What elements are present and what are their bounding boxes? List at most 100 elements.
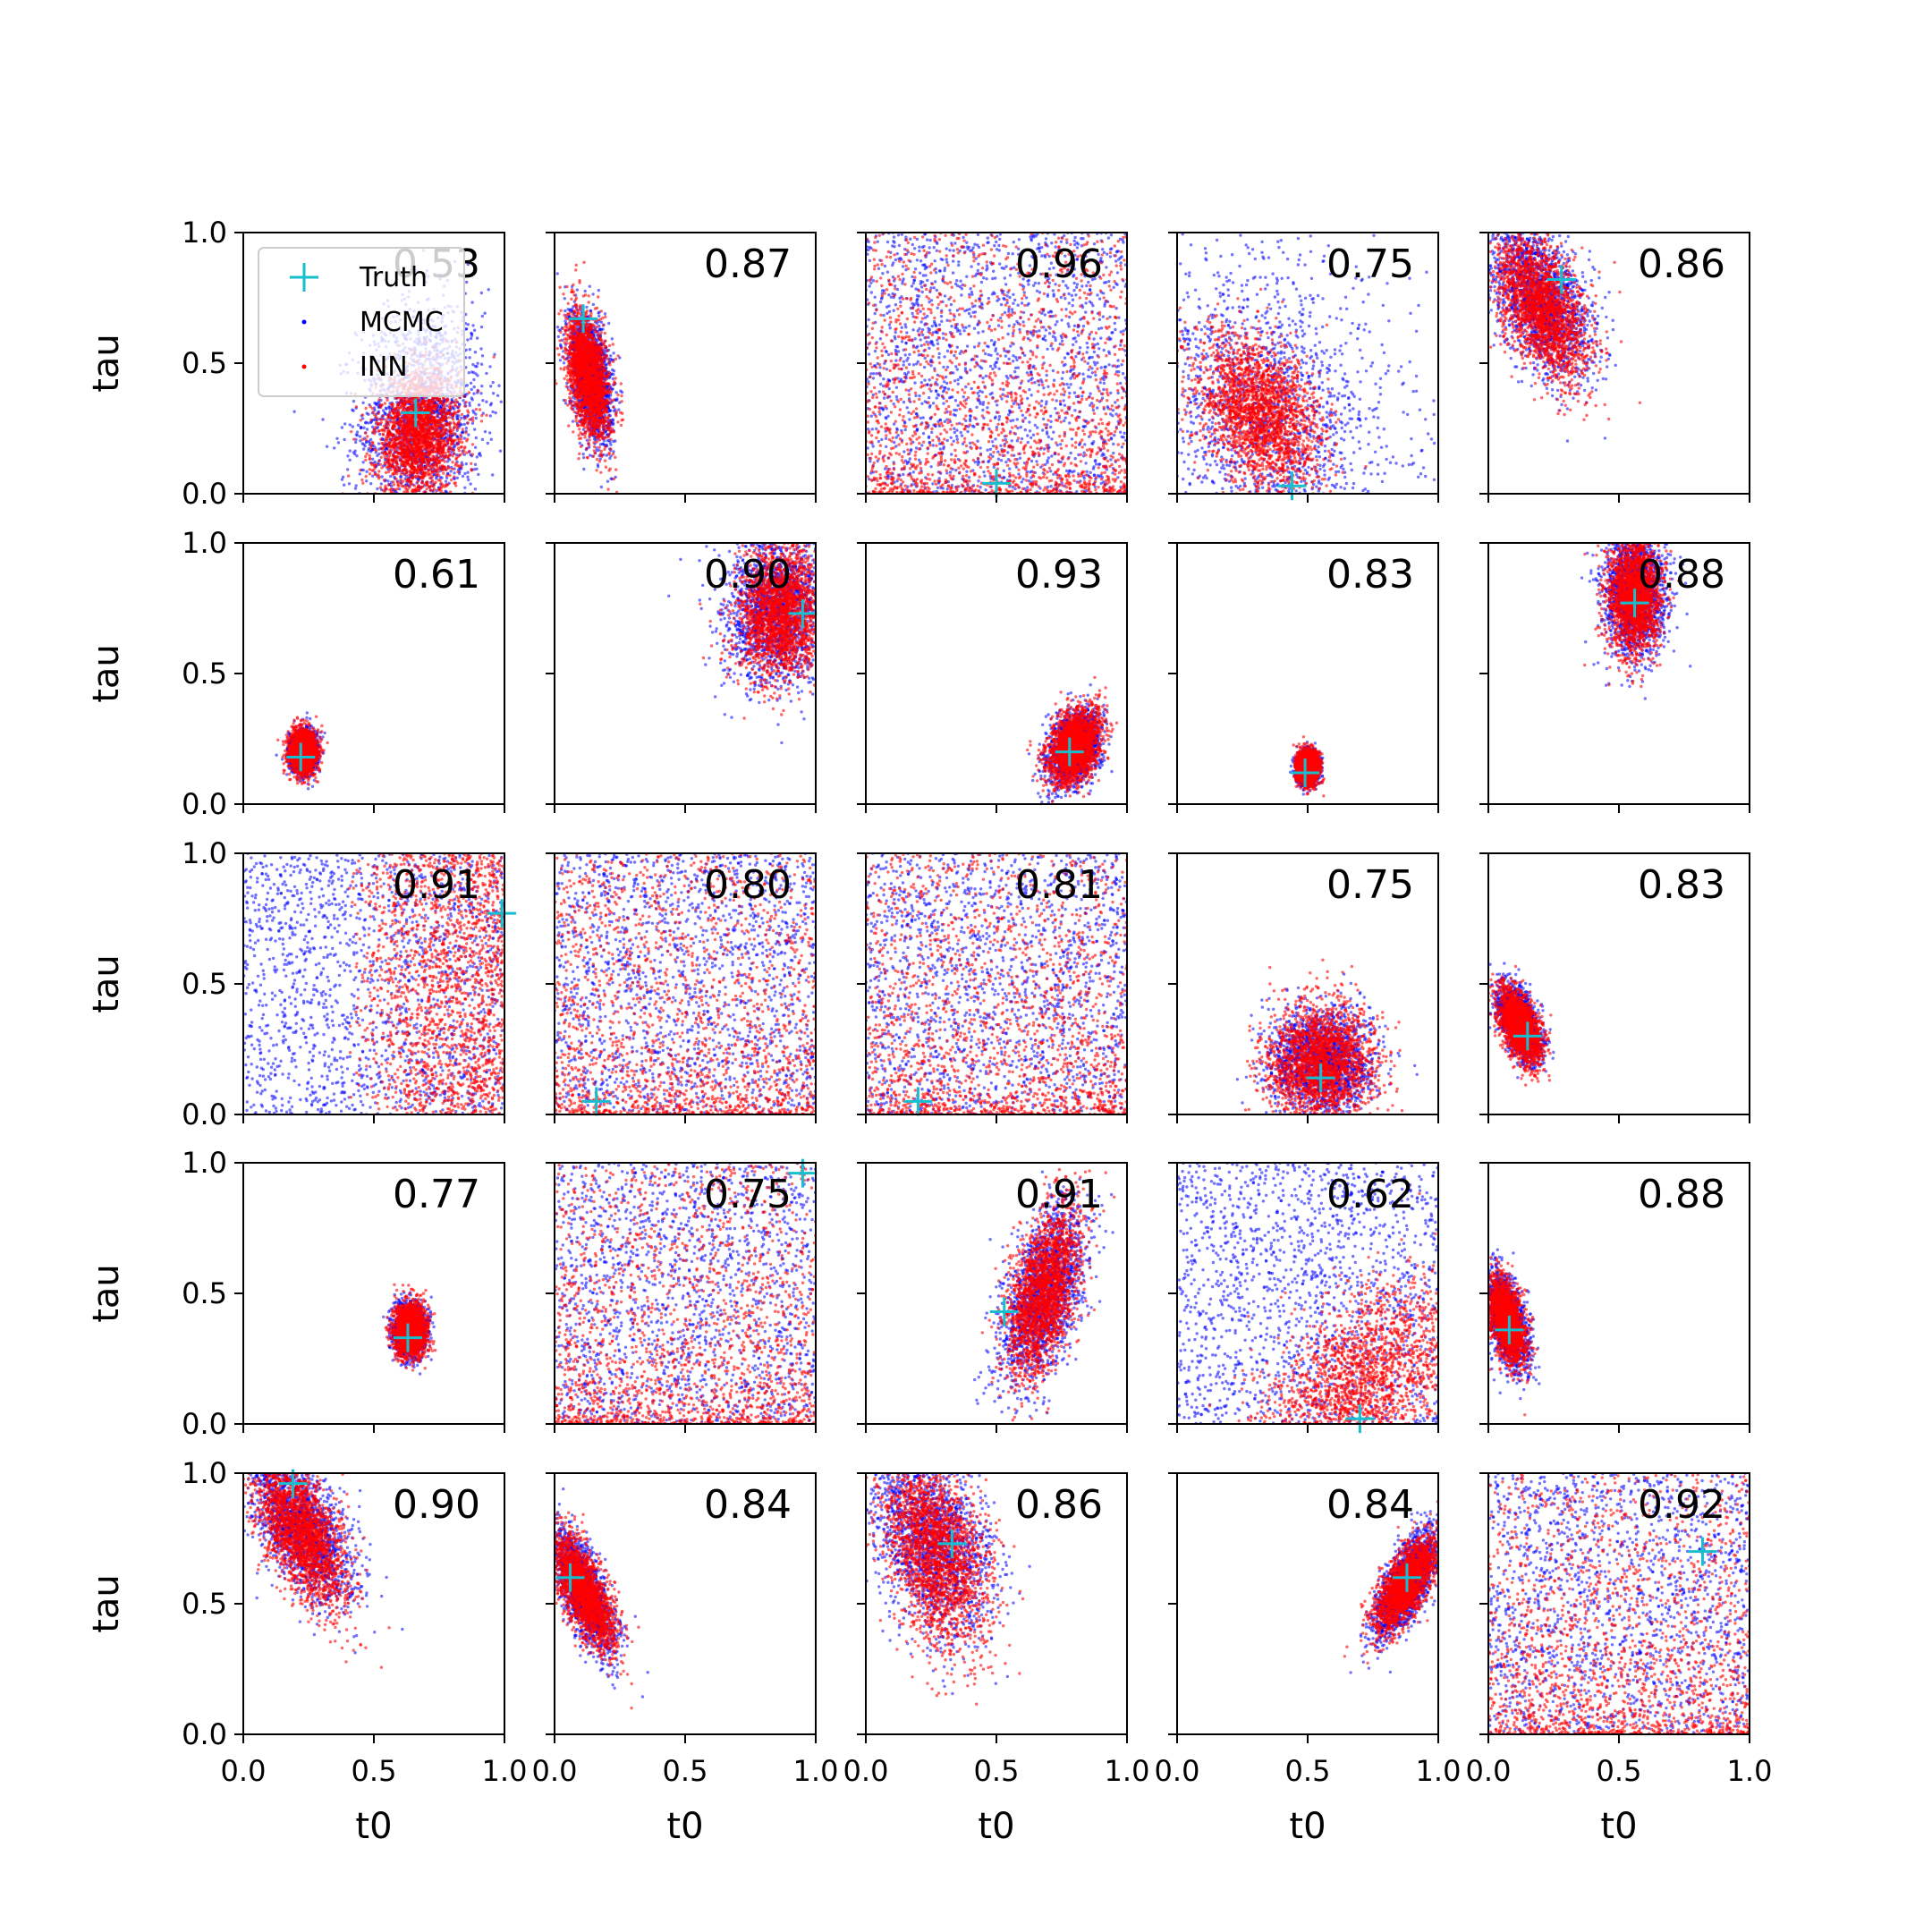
inn-point bbox=[380, 442, 383, 445]
inn-point bbox=[394, 415, 396, 418]
inn-point bbox=[409, 472, 411, 475]
inn-point bbox=[398, 467, 401, 470]
mcmc-point bbox=[456, 477, 459, 479]
inn-point bbox=[389, 450, 392, 453]
mcmc-point bbox=[490, 438, 493, 441]
inn-point bbox=[445, 474, 448, 477]
inn-point bbox=[461, 445, 463, 448]
mcmc-point bbox=[381, 475, 384, 478]
inn-point bbox=[420, 480, 423, 483]
inn-point bbox=[427, 440, 429, 443]
inn-point bbox=[416, 472, 419, 475]
inn-point bbox=[439, 408, 442, 411]
inn-point bbox=[392, 462, 394, 464]
mcmc-point bbox=[446, 460, 449, 462]
mcmc-point bbox=[474, 351, 477, 353]
mcmc-point bbox=[343, 422, 346, 425]
mcmc-point bbox=[474, 446, 477, 449]
mcmc-point bbox=[597, 289, 600, 292]
mcmc-point bbox=[468, 371, 470, 374]
mcmc-point bbox=[611, 337, 614, 340]
inn-point bbox=[385, 487, 387, 490]
inn-point bbox=[460, 437, 462, 440]
inn-point bbox=[413, 475, 416, 478]
mcmc-point bbox=[606, 480, 609, 483]
mcmc-point bbox=[385, 407, 387, 410]
inn-point bbox=[390, 434, 393, 436]
inn-point bbox=[453, 433, 456, 436]
mcmc-point bbox=[378, 433, 381, 436]
inn-point bbox=[381, 403, 384, 406]
inn-point bbox=[399, 435, 402, 437]
inn-point bbox=[377, 398, 380, 401]
inn-point bbox=[426, 402, 428, 405]
mcmc-point bbox=[604, 312, 606, 315]
mcmc-point bbox=[341, 426, 343, 428]
mcmc-point bbox=[462, 399, 464, 402]
inn-point bbox=[396, 480, 399, 483]
inn-point bbox=[405, 459, 408, 462]
inn-point bbox=[463, 404, 466, 407]
inn-point bbox=[414, 447, 417, 450]
inn-point bbox=[448, 474, 451, 477]
y-tick-label: 0.0 bbox=[182, 477, 227, 511]
inn-point bbox=[436, 419, 438, 422]
inn-point bbox=[419, 445, 422, 447]
mcmc-point bbox=[351, 409, 353, 411]
inn-point bbox=[402, 472, 405, 475]
inn-point bbox=[406, 448, 409, 451]
inn-point bbox=[402, 427, 405, 429]
inn-point bbox=[446, 398, 449, 401]
inn-point bbox=[423, 429, 426, 432]
inn-point bbox=[380, 418, 383, 420]
mcmc-point bbox=[484, 430, 487, 433]
inn-point bbox=[426, 446, 428, 449]
inn-point bbox=[425, 465, 428, 468]
inn-point bbox=[369, 454, 371, 457]
inn-point bbox=[402, 468, 405, 470]
inn-point bbox=[411, 454, 414, 457]
inn-point bbox=[434, 424, 436, 427]
mcmc-point bbox=[469, 404, 471, 407]
mcmc-point bbox=[354, 487, 357, 489]
inn-point bbox=[406, 409, 409, 411]
mcmc-point bbox=[481, 354, 484, 357]
inn-point bbox=[453, 403, 456, 406]
inn-point bbox=[493, 355, 496, 358]
inn-point bbox=[409, 428, 411, 430]
inn-point bbox=[417, 486, 419, 488]
inn-point bbox=[429, 407, 432, 410]
mcmc-point bbox=[377, 453, 380, 455]
inn-point bbox=[428, 421, 431, 424]
inn-point bbox=[469, 418, 471, 420]
mcmc-point bbox=[481, 438, 484, 441]
mcmc-point bbox=[463, 487, 466, 489]
mcmc-point bbox=[488, 365, 491, 368]
inn-point bbox=[411, 471, 414, 474]
mcmc-point bbox=[466, 476, 469, 479]
inn-point bbox=[431, 479, 434, 482]
mcmc-point bbox=[359, 435, 361, 437]
mcmc-point bbox=[343, 484, 345, 487]
inn-point bbox=[382, 489, 385, 492]
inn-point bbox=[434, 409, 436, 411]
inn-point bbox=[386, 430, 389, 433]
mcmc-point bbox=[343, 438, 345, 441]
inn-point bbox=[371, 407, 374, 410]
inn-point bbox=[463, 445, 466, 448]
inn-point bbox=[453, 482, 455, 485]
inn-point bbox=[429, 444, 432, 446]
inn-point bbox=[442, 445, 445, 447]
mcmc-point bbox=[475, 468, 478, 470]
mcmc-point bbox=[582, 468, 585, 470]
inn-point bbox=[399, 479, 402, 481]
mcmc-point bbox=[491, 473, 494, 476]
inn-point bbox=[411, 476, 413, 479]
mcmc-point bbox=[469, 482, 471, 485]
mcmc-point bbox=[475, 436, 478, 439]
inn-point bbox=[402, 485, 404, 487]
inn-point bbox=[431, 451, 434, 453]
inn-point bbox=[428, 469, 430, 471]
inn-point bbox=[485, 414, 487, 417]
